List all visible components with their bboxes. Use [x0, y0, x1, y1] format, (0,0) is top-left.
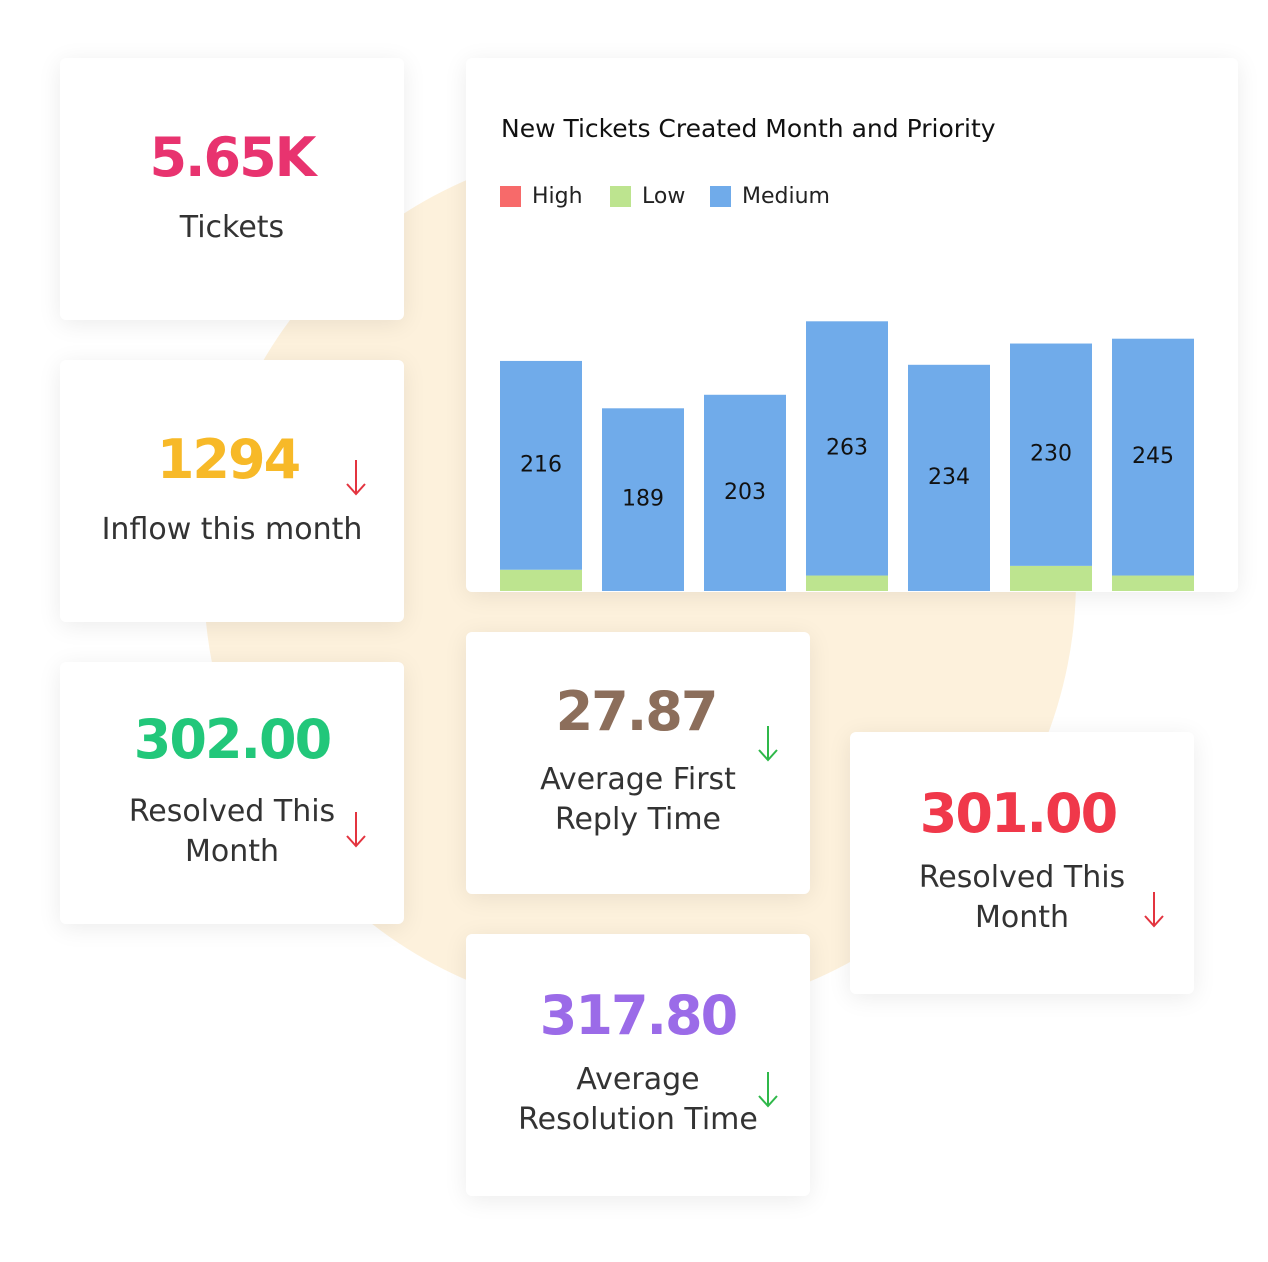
- data-label: 230: [1030, 442, 1072, 467]
- data-label: 263: [826, 435, 868, 460]
- kpi-card: 301.00 Resolved This Month: [850, 732, 1194, 994]
- trend-arrow: [346, 812, 366, 848]
- data-label: 245: [1132, 444, 1174, 469]
- trend-arrow: [758, 1072, 778, 1108]
- legend-label: High: [532, 184, 583, 209]
- trend-arrow: [1144, 892, 1164, 928]
- legend-label: Low: [642, 184, 685, 209]
- kpi-value: 317.80: [539, 984, 738, 1047]
- bar-segment: [500, 360, 582, 570]
- kpi-card: 317.80 Average Resolution Time: [466, 934, 810, 1196]
- kpi-label-line: Tickets: [179, 210, 285, 245]
- kpi-label-line: Inflow this month: [101, 512, 363, 547]
- bar-segment: [602, 408, 684, 591]
- data-label: 234: [928, 465, 970, 490]
- kpi-label: Average First Reply Time: [466, 760, 810, 840]
- legend-label: Medium: [742, 184, 830, 209]
- kpi-label-line: Average: [576, 1062, 700, 1097]
- bar-segment: [1112, 338, 1194, 576]
- kpi-card: 27.87 Average First Reply Time: [466, 632, 810, 894]
- bar-segment: [806, 321, 888, 576]
- kpi-card: 1294 Inflow this month: [60, 360, 404, 622]
- kpi-value: 1294: [156, 428, 301, 491]
- data-label: 203: [724, 480, 766, 505]
- data-label: 189: [622, 487, 664, 512]
- kpi-label-line: Resolved This: [128, 794, 336, 829]
- kpi-value: 302.00: [133, 708, 332, 771]
- kpi-value: 5.65K: [149, 126, 316, 189]
- bar-segment: [908, 364, 990, 591]
- legend-swatch: [710, 186, 731, 207]
- bar-segment: [704, 394, 786, 591]
- bar-segment: [1010, 343, 1092, 566]
- bar-segment: [806, 575, 888, 591]
- trend-arrow-shape: [1144, 892, 1164, 928]
- kpi-label-line: Reply Time: [554, 802, 722, 837]
- kpi-label-line: Month: [974, 900, 1070, 935]
- trend-arrow-shape: [346, 460, 366, 496]
- kpi-label: Average Resolution Time: [466, 1060, 810, 1140]
- bar-segment: [1010, 565, 1092, 591]
- chart-title: New Tickets Created Month and Priority: [501, 114, 996, 143]
- kpi-label: Inflow this month: [60, 510, 404, 550]
- kpi-label-line: Resolved This: [918, 860, 1126, 895]
- bar-segment: [1112, 575, 1194, 591]
- bar-segment: [500, 569, 582, 591]
- trend-arrow: [346, 460, 366, 496]
- kpi-label: Resolved This Month: [60, 792, 404, 872]
- trend-arrow-shape: [346, 812, 366, 848]
- kpi-value: 301.00: [919, 782, 1118, 845]
- trend-arrow-shape: [758, 1072, 778, 1108]
- kpi-label-line: Month: [184, 834, 280, 869]
- kpi-card: 302.00 Resolved This Month: [60, 662, 404, 924]
- legend-swatch: [500, 186, 521, 207]
- kpi-value: 27.87: [555, 680, 719, 743]
- legend-swatch: [610, 186, 631, 207]
- trend-arrow-shape: [758, 726, 778, 762]
- data-label: 216: [520, 452, 562, 477]
- kpi-label-line: Resolution Time: [518, 1102, 758, 1137]
- kpi-label: Tickets: [60, 208, 404, 248]
- kpi-label-line: Average First: [540, 762, 736, 797]
- chart-card: New Tickets Created Month and Priority H…: [466, 58, 1238, 592]
- trend-arrow: [758, 726, 778, 762]
- kpi-card: 5.65K Tickets: [60, 58, 404, 320]
- chart: New Tickets Created Month and Priority H…: [500, 114, 1194, 591]
- kpi-label: Resolved This Month: [850, 858, 1194, 938]
